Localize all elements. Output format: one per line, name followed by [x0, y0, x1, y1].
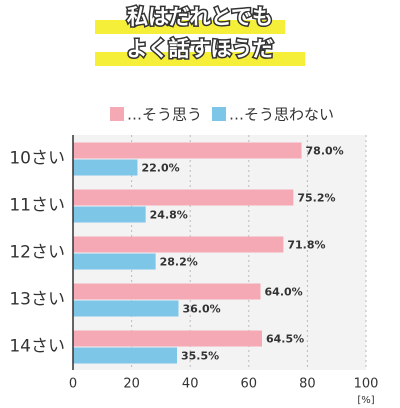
chart-title: よく話すほうだ: [127, 37, 274, 61]
x-tick-label: 60: [241, 377, 258, 392]
bar: [73, 300, 179, 317]
value-label: 64.5%: [266, 333, 304, 346]
y-tick-label: 14さい: [9, 337, 65, 357]
x-unit: [%]: [357, 395, 374, 406]
bar: [73, 330, 262, 347]
x-tick-label: 80: [299, 377, 316, 392]
bar: [73, 253, 156, 270]
bar: [73, 142, 302, 159]
x-tick-label: 20: [123, 377, 140, 392]
y-tick-label: 12さい: [9, 243, 65, 263]
chart-title: 私はだれとでも: [127, 5, 273, 29]
value-label: 24.8%: [150, 209, 188, 222]
value-label: 36.0%: [182, 303, 220, 316]
legend-swatch: [110, 107, 124, 121]
value-label: 71.8%: [287, 239, 325, 252]
x-tick-label: 0: [69, 377, 77, 392]
bar: [73, 159, 138, 176]
bar: [73, 347, 178, 364]
legend-label: …そう思う: [127, 106, 202, 124]
y-tick-label: 10さい: [9, 149, 65, 169]
value-label: 75.2%: [297, 192, 335, 205]
legend-swatch: [212, 107, 227, 121]
value-label: 64.0%: [265, 286, 303, 299]
value-label: 78.0%: [306, 145, 344, 158]
bar: [73, 283, 261, 300]
bar: [73, 189, 294, 206]
x-tick-label: 40: [182, 377, 199, 392]
value-label: 28.2%: [160, 256, 198, 269]
bar: [73, 236, 284, 253]
bar: [73, 206, 146, 223]
title-highlight: [95, 20, 285, 34]
y-tick-label: 11さい: [9, 196, 65, 216]
legend-label: …そう思わない: [229, 106, 334, 124]
value-label: 22.0%: [141, 162, 179, 175]
x-tick-label: 100: [354, 377, 379, 392]
y-tick-label: 13さい: [9, 290, 65, 310]
title-highlight: [95, 52, 305, 66]
value-label: 35.5%: [181, 350, 219, 363]
